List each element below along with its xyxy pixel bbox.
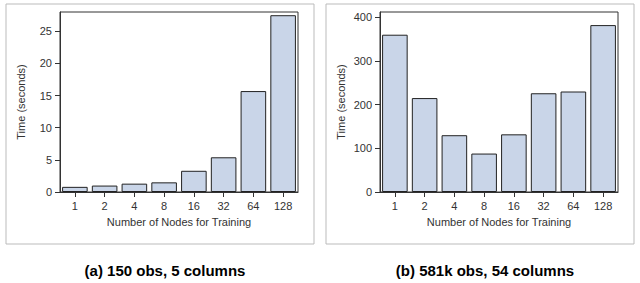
svg-text:0: 0 [366, 186, 372, 198]
svg-text:100: 100 [354, 142, 372, 154]
svg-text:Number of Nodes for Training: Number of Nodes for Training [427, 216, 571, 228]
svg-text:128: 128 [594, 200, 612, 212]
svg-text:Time (seconds): Time (seconds) [15, 64, 27, 139]
svg-text:0: 0 [46, 186, 52, 198]
svg-text:64: 64 [247, 200, 259, 212]
svg-text:4: 4 [131, 200, 137, 212]
svg-text:15: 15 [40, 90, 52, 102]
svg-text:Time (seconds): Time (seconds) [335, 64, 347, 139]
svg-text:1: 1 [72, 200, 78, 212]
svg-text:2: 2 [422, 200, 428, 212]
svg-text:5: 5 [46, 154, 52, 166]
svg-text:200: 200 [354, 99, 372, 111]
svg-text:20: 20 [40, 57, 52, 69]
svg-text:32: 32 [538, 200, 550, 212]
svg-text:8: 8 [481, 200, 487, 212]
svg-text:1: 1 [392, 200, 398, 212]
svg-text:32: 32 [218, 200, 230, 212]
svg-text:(b) 581k obs, 54 columns: (b) 581k obs, 54 columns [396, 262, 574, 279]
svg-text:(a) 150 obs, 5 columns: (a) 150 obs, 5 columns [85, 262, 246, 279]
svg-text:2: 2 [102, 200, 108, 212]
svg-text:128: 128 [274, 200, 292, 212]
svg-text:300: 300 [354, 55, 372, 67]
svg-text:400: 400 [354, 11, 372, 23]
svg-text:16: 16 [188, 200, 200, 212]
svg-text:25: 25 [40, 25, 52, 37]
svg-text:16: 16 [508, 200, 520, 212]
svg-text:10: 10 [40, 122, 52, 134]
svg-text:8: 8 [161, 200, 167, 212]
svg-text:4: 4 [451, 200, 457, 212]
svg-text:Number of Nodes for Training: Number of Nodes for Training [107, 216, 251, 228]
svg-text:64: 64 [567, 200, 579, 212]
